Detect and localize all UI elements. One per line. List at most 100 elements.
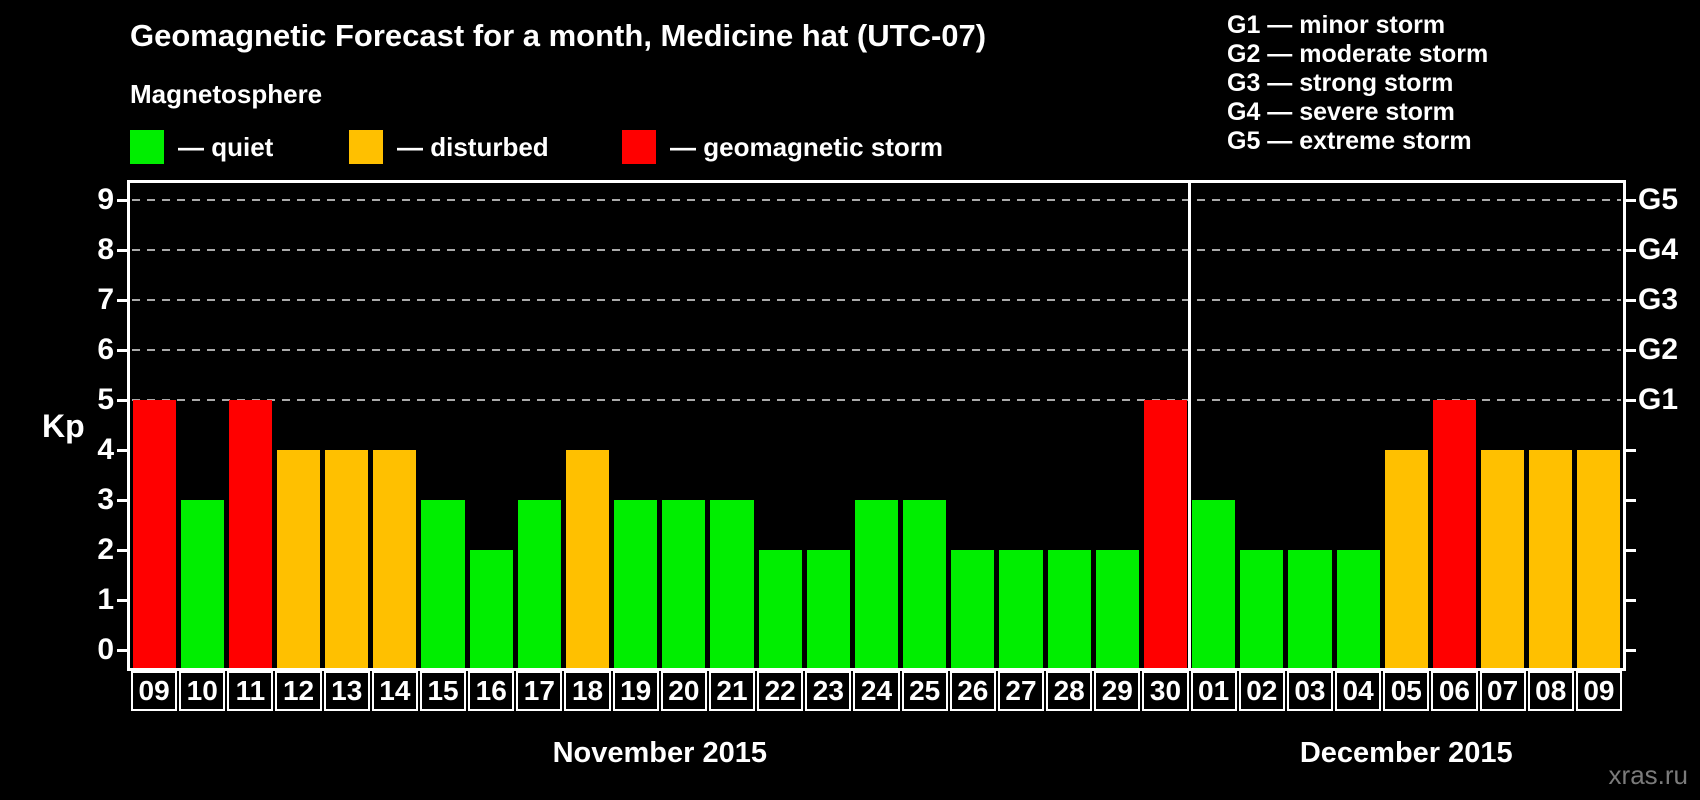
bar-november-29 <box>1095 550 1139 668</box>
y-tick-left-3 <box>117 499 130 502</box>
bar-november-27 <box>999 550 1043 668</box>
y-tick-right-5 <box>1623 399 1636 402</box>
g-scale-line-4: G4 — severe storm <box>1227 98 1455 126</box>
x-axis-day-december-01: 01 <box>1190 671 1237 711</box>
bar-november-10 <box>180 500 224 668</box>
legend-heading: Magnetosphere <box>130 79 323 109</box>
x-axis-day-november-21: 21 <box>708 671 756 711</box>
x-axis-day-november-16: 16 <box>468 671 515 711</box>
bar-november-25 <box>903 500 947 668</box>
x-axis-day-november-29: 29 <box>1094 671 1141 711</box>
x-axis-day-november-14: 14 <box>371 671 418 711</box>
chart-title: Geomagnetic Forecast for a month, Medici… <box>130 18 987 53</box>
bar-november-28 <box>1047 550 1091 668</box>
x-axis-day-november-19: 19 <box>612 671 659 711</box>
x-axis-day-november-25: 25 <box>901 671 948 711</box>
bar-november-13 <box>325 450 369 668</box>
gridline-kp5 <box>132 399 1621 401</box>
bar-december-07 <box>1481 450 1525 668</box>
right-axis-label-g4: G4 <box>1638 233 1679 266</box>
x-axis-day-november-10: 10 <box>179 671 226 711</box>
x-axis-day-november-27: 27 <box>997 671 1045 711</box>
x-axis-day-november-26: 26 <box>949 671 996 711</box>
bar-november-16 <box>469 550 513 668</box>
y-tick-right-3 <box>1623 499 1636 502</box>
g-scale-line-3: G3 — strong storm <box>1227 69 1454 97</box>
y-tick-label-6: 6 <box>97 333 114 366</box>
x-axis-day-december-07: 07 <box>1479 671 1526 711</box>
gridline-kp7 <box>132 299 1621 301</box>
bar-december-03 <box>1288 550 1332 668</box>
x-axis-day-november-11: 11 <box>227 671 274 711</box>
month-divider <box>1188 183 1192 668</box>
x-axis-day-december-09: 09 <box>1575 671 1622 711</box>
bar-november-24 <box>854 500 899 668</box>
x-axis-day-november-18: 18 <box>564 671 611 711</box>
right-axis-label-g2: G2 <box>1638 333 1679 366</box>
watermark: xras.ru <box>1608 760 1688 790</box>
y-tick-right-1 <box>1623 599 1636 602</box>
storm-color-swatch <box>622 130 656 164</box>
x-axis-day-december-08: 08 <box>1527 671 1574 711</box>
y-tick-right-0 <box>1623 649 1636 652</box>
bar-november-30 <box>1143 400 1188 668</box>
y-tick-left-5 <box>117 399 130 402</box>
g-scale-legend: G1 — minor storm G2 — moderate storm G3 — … <box>1227 11 1488 156</box>
bar-december-02 <box>1240 550 1284 668</box>
x-axis-day-december-02: 02 <box>1238 671 1285 711</box>
bar-november-23 <box>806 550 850 668</box>
y-tick-label-1: 1 <box>97 583 114 616</box>
y-tick-label-4: 4 <box>97 433 114 466</box>
legend-label-storm: — geomagnetic storm <box>670 131 944 162</box>
y-tick-right-2 <box>1623 549 1636 552</box>
month-label-november: November 2015 <box>552 737 767 769</box>
bar-december-08 <box>1529 450 1573 668</box>
y-tick-left-9 <box>117 199 130 202</box>
y-tick-left-7 <box>117 299 130 302</box>
x-axis-day-december-06: 06 <box>1431 671 1478 711</box>
y-tick-right-6 <box>1623 349 1636 352</box>
y-tick-left-6 <box>117 349 130 352</box>
y-tick-right-4 <box>1623 449 1636 452</box>
x-axis-day-december-03: 03 <box>1286 671 1334 711</box>
x-axis-day-december-04: 04 <box>1335 671 1382 711</box>
x-axis-day-november-20: 20 <box>660 671 707 711</box>
legend-item-disturbed: — disturbed <box>349 130 549 164</box>
y-tick-label-2: 2 <box>97 533 114 566</box>
y-tick-left-8 <box>117 249 130 252</box>
y-tick-label-7: 7 <box>97 283 114 316</box>
bar-november-22 <box>758 550 802 668</box>
g-scale-line-5: G5 — extreme storm <box>1227 127 1472 155</box>
x-axis-day-november-28: 28 <box>1046 671 1093 711</box>
legend-item-quiet: — quiet <box>130 130 273 164</box>
x-axis-day-november-17: 17 <box>516 671 563 711</box>
legend-label-disturbed: — disturbed <box>397 131 549 162</box>
y-tick-label-8: 8 <box>97 233 114 266</box>
quiet-color-swatch <box>130 130 164 164</box>
x-axis-day-november-24: 24 <box>853 671 900 711</box>
y-tick-left-1 <box>117 599 130 602</box>
bar-november-20 <box>662 500 706 668</box>
y-tick-right-8 <box>1623 249 1636 252</box>
g-scale-line-1: G1 — minor storm <box>1227 11 1446 39</box>
y-tick-left-4 <box>117 449 130 452</box>
x-axis-day-november-12: 12 <box>275 671 322 711</box>
bar-november-09 <box>132 400 176 668</box>
bar-november-11 <box>228 400 272 668</box>
y-tick-label-0: 0 <box>97 633 114 666</box>
bar-december-06 <box>1432 400 1476 668</box>
y-tick-label-3: 3 <box>97 483 114 516</box>
x-axis-day-november-09: 09 <box>131 671 178 711</box>
y-tick-label-9: 9 <box>97 183 114 216</box>
disturbed-color-swatch <box>349 130 383 164</box>
gridline-kp8 <box>132 249 1621 251</box>
month-label-december: December 2015 <box>1299 737 1513 769</box>
bar-december-04 <box>1336 550 1380 668</box>
y-tick-left-2 <box>117 549 130 552</box>
right-axis-label-g1: G1 <box>1638 383 1679 416</box>
bar-november-19 <box>614 500 658 668</box>
bar-november-21 <box>710 500 754 668</box>
legend-item-storm: — geomagnetic storm <box>622 130 943 164</box>
x-axis-day-november-23: 23 <box>805 671 852 711</box>
